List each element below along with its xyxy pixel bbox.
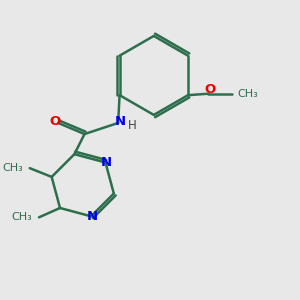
Text: CH₃: CH₃ (12, 212, 32, 222)
Text: N: N (101, 156, 112, 169)
Text: O: O (50, 115, 61, 128)
Text: H: H (128, 119, 136, 132)
Text: CH₃: CH₃ (238, 89, 258, 99)
Text: O: O (204, 83, 215, 96)
Text: N: N (115, 115, 126, 128)
Text: N: N (86, 210, 98, 223)
Text: CH₃: CH₃ (3, 163, 23, 173)
